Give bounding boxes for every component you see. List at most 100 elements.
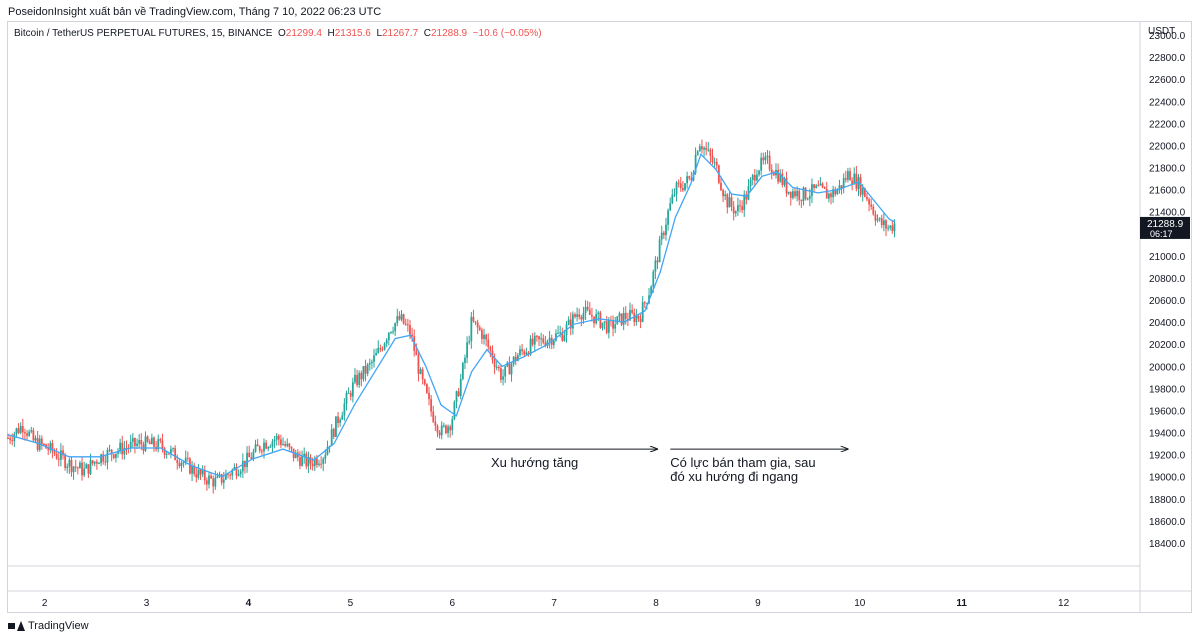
candle-body: [618, 313, 621, 317]
candle-body: [434, 421, 437, 426]
x-tick-label: 5: [348, 598, 354, 609]
chart-frame[interactable]: [7, 21, 1192, 613]
candle-body: [24, 432, 26, 434]
candle-body: [870, 204, 873, 207]
candle-body: [70, 459, 73, 473]
candle-body: [770, 169, 773, 174]
candle-body: [508, 362, 511, 375]
candle-body: [643, 302, 646, 304]
candle-body: [487, 339, 490, 348]
candle-body: [256, 444, 259, 447]
candle-body: [167, 453, 170, 455]
candle-body: [205, 480, 208, 485]
candle-body: [521, 349, 524, 352]
candle-body: [358, 373, 361, 385]
candle-body: [280, 439, 282, 445]
candle-body: [743, 194, 746, 211]
candle-body: [863, 188, 866, 197]
candle-body: [578, 314, 581, 317]
candle-body: [622, 312, 625, 325]
candle-body: [523, 351, 526, 355]
candle-body: [19, 426, 22, 433]
change-value: −10.6 (−0.05%): [472, 28, 542, 39]
candle-body: [273, 439, 276, 442]
candle-body: [182, 462, 185, 464]
x-tick-label: 8: [653, 598, 659, 609]
candle-body: [153, 437, 155, 447]
candle-body: [734, 211, 737, 214]
candle-body: [603, 321, 606, 323]
candle-body: [544, 342, 547, 346]
candle-body: [163, 448, 166, 455]
candle-body: [605, 321, 608, 333]
y-tick-label: 22400.0: [1149, 97, 1186, 108]
candle-body: [533, 335, 536, 345]
candle-body: [660, 232, 663, 240]
candle-body: [720, 182, 722, 191]
candle-body: [9, 438, 12, 441]
candle-body: [15, 428, 18, 434]
candle-body: [170, 449, 172, 454]
candle-body: [66, 466, 69, 468]
candle-body: [838, 185, 841, 191]
candle-body: [817, 185, 820, 187]
candle-body: [686, 176, 689, 184]
high-value: 21315.6: [334, 28, 371, 39]
candle-body: [760, 157, 763, 171]
candle-body: [584, 306, 587, 314]
candle-body: [783, 178, 786, 185]
candle-body: [227, 473, 229, 475]
candle-body: [658, 239, 661, 263]
candle-body: [844, 178, 847, 180]
candle-body: [186, 457, 189, 459]
candle-body: [235, 467, 238, 476]
candle-body: [341, 415, 344, 420]
tradingview-footer[interactable]: TradingView: [8, 620, 89, 632]
candle-body: [825, 188, 828, 199]
candle-body: [502, 376, 504, 380]
candle-body: [121, 442, 124, 455]
candle-body: [345, 393, 348, 404]
candle-body: [792, 191, 794, 198]
candle-body: [214, 477, 217, 487]
candle-body: [263, 442, 265, 452]
candle-body: [531, 338, 534, 345]
candle-body: [861, 188, 864, 195]
candle-body: [749, 179, 752, 187]
candle-body: [800, 199, 803, 202]
open-value: 21299.4: [285, 28, 322, 39]
candle-body: [842, 178, 845, 189]
candle-body: [385, 340, 388, 344]
open-label: O: [277, 28, 286, 39]
candle-body: [830, 193, 832, 198]
candle-body: [481, 329, 483, 339]
close-value: 21288.9: [430, 28, 468, 39]
candle-body: [766, 155, 769, 157]
candle-body: [423, 379, 426, 385]
candle-body: [326, 447, 329, 455]
candle-body: [400, 314, 403, 320]
candle-body: [679, 183, 682, 189]
candle-body: [591, 314, 593, 317]
candle-body: [713, 161, 716, 163]
y-tick-label: 22000.0: [1149, 141, 1186, 152]
x-tick-label: 10: [854, 598, 866, 609]
candle-body: [724, 194, 727, 197]
y-tick-label: 21600.0: [1149, 186, 1186, 197]
candle-body: [34, 438, 37, 441]
tradingview-logo-icon: [8, 621, 25, 631]
candle-body: [180, 462, 183, 467]
candle-body: [79, 462, 81, 469]
candle-body: [847, 171, 849, 180]
candle-body: [698, 146, 701, 152]
candle-body: [210, 475, 213, 479]
candle-body: [586, 306, 589, 310]
candle-body: [377, 347, 380, 353]
candle-body: [311, 463, 314, 467]
candle-body: [451, 419, 454, 431]
candle-body: [821, 183, 824, 187]
candle-body: [320, 463, 323, 465]
candle-body: [745, 194, 748, 200]
candle-body: [654, 260, 657, 272]
